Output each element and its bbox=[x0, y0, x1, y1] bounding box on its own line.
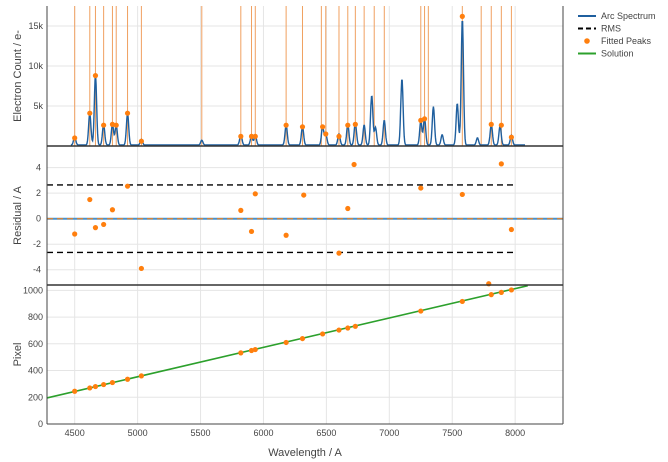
solution-point bbox=[109, 379, 116, 386]
x-tick-label: 4500 bbox=[65, 428, 85, 438]
fitted-peak-point bbox=[352, 121, 358, 127]
fitted-peak-point bbox=[113, 122, 119, 128]
solution-point bbox=[283, 339, 289, 346]
fitted-peak-point bbox=[323, 131, 329, 137]
y-tick-label: 0 bbox=[38, 419, 43, 429]
fitted-peak-point bbox=[252, 133, 258, 139]
solution-point bbox=[459, 298, 465, 305]
y-axis-title: Electron Count / e- bbox=[12, 30, 24, 122]
x-tick-label: 6000 bbox=[253, 428, 273, 438]
residual-point bbox=[418, 185, 424, 191]
solution-point bbox=[352, 323, 358, 329]
y-axis-title: Pixel bbox=[12, 343, 24, 367]
solution-point bbox=[101, 381, 107, 388]
fitted-peak-point bbox=[488, 121, 494, 127]
x-tick-label: 7500 bbox=[442, 428, 462, 438]
residual-point bbox=[87, 196, 93, 203]
solution-point bbox=[138, 373, 144, 379]
fitted-peak-point bbox=[138, 138, 144, 144]
fitted-peak-point bbox=[72, 135, 78, 141]
y-tick-label: 5k bbox=[33, 101, 43, 111]
residual-point bbox=[92, 225, 99, 231]
solution-point bbox=[345, 325, 351, 331]
residual-point bbox=[345, 205, 351, 212]
solution-point bbox=[418, 308, 424, 314]
x-tick-label: 8000 bbox=[505, 428, 525, 438]
y-tick-label: -2 bbox=[33, 239, 41, 249]
fitted-peak-point bbox=[320, 124, 326, 130]
y-tick-label: 0 bbox=[36, 214, 41, 224]
y-tick-label: 200 bbox=[28, 392, 43, 402]
fitted-peak-point bbox=[336, 133, 342, 139]
fitted-peak-point bbox=[238, 133, 244, 139]
legend-label: RMS bbox=[601, 24, 621, 34]
legend-label: Solution bbox=[601, 49, 634, 59]
fitted-peak-point bbox=[299, 124, 306, 130]
fitted-peak-point bbox=[248, 133, 255, 139]
fitted-peak-point bbox=[92, 73, 99, 79]
fitted-peak-point bbox=[283, 122, 289, 128]
fitted-peak-point bbox=[87, 110, 93, 116]
fitted-peak-point bbox=[421, 116, 428, 122]
solution-point bbox=[488, 292, 494, 298]
solution-point bbox=[87, 385, 93, 391]
solution-point bbox=[124, 376, 131, 382]
y-tick-label: 400 bbox=[28, 366, 43, 376]
solution-point bbox=[498, 289, 504, 295]
y-tick-label: 10k bbox=[28, 61, 43, 71]
residual-point bbox=[109, 207, 116, 213]
residual-point bbox=[124, 183, 131, 189]
legend-swatch-fitted-peaks bbox=[584, 38, 590, 44]
y-tick-label: 4 bbox=[36, 163, 41, 173]
residual-point bbox=[498, 161, 504, 167]
residual-point bbox=[508, 226, 514, 233]
solution-point bbox=[320, 331, 326, 337]
y-tick-label: 2 bbox=[36, 188, 41, 198]
residual-point bbox=[248, 228, 255, 235]
residual-point bbox=[252, 191, 258, 197]
residual-point bbox=[101, 221, 107, 228]
solution-point bbox=[508, 287, 514, 293]
residual-point bbox=[336, 250, 342, 256]
y-tick-label: -4 bbox=[33, 265, 41, 275]
y-tick-label: 600 bbox=[28, 339, 43, 349]
y-tick-label: 15k bbox=[28, 21, 43, 31]
solution-point bbox=[238, 350, 244, 356]
fitted-peak-point bbox=[508, 134, 514, 140]
x-tick-label: 7000 bbox=[379, 428, 399, 438]
fitted-peak-point bbox=[124, 110, 131, 116]
x-tick-label: 5500 bbox=[191, 428, 211, 438]
y-axis-title: Residual / A bbox=[12, 185, 24, 244]
solution-point bbox=[92, 383, 99, 390]
x-tick-label: 5000 bbox=[128, 428, 148, 438]
fitted-peak-point bbox=[345, 122, 351, 128]
solution-point bbox=[299, 335, 306, 342]
fitted-peak-point bbox=[459, 13, 465, 19]
legend-label: Fitted Peaks bbox=[601, 36, 652, 46]
x-axis-title: Wavelength / A bbox=[268, 447, 342, 459]
residual-point bbox=[459, 191, 465, 198]
residual-point bbox=[283, 232, 289, 238]
solution-point bbox=[252, 346, 258, 353]
y-tick-label: 1000 bbox=[23, 285, 43, 295]
residual-point bbox=[301, 192, 307, 198]
residual-point bbox=[351, 161, 357, 168]
x-tick-label: 6500 bbox=[316, 428, 336, 438]
residual-point bbox=[72, 231, 78, 237]
y-tick-label: 800 bbox=[28, 312, 43, 322]
solution-point bbox=[336, 327, 342, 333]
residual-point bbox=[238, 207, 244, 213]
arc-spectrum-line bbox=[70, 21, 525, 146]
solution-point bbox=[72, 388, 78, 394]
residual-point bbox=[138, 265, 144, 272]
fitted-peak-point bbox=[498, 122, 504, 128]
legend-label: Arc Spectrum bbox=[601, 11, 656, 21]
fitted-peak-point bbox=[101, 122, 107, 128]
